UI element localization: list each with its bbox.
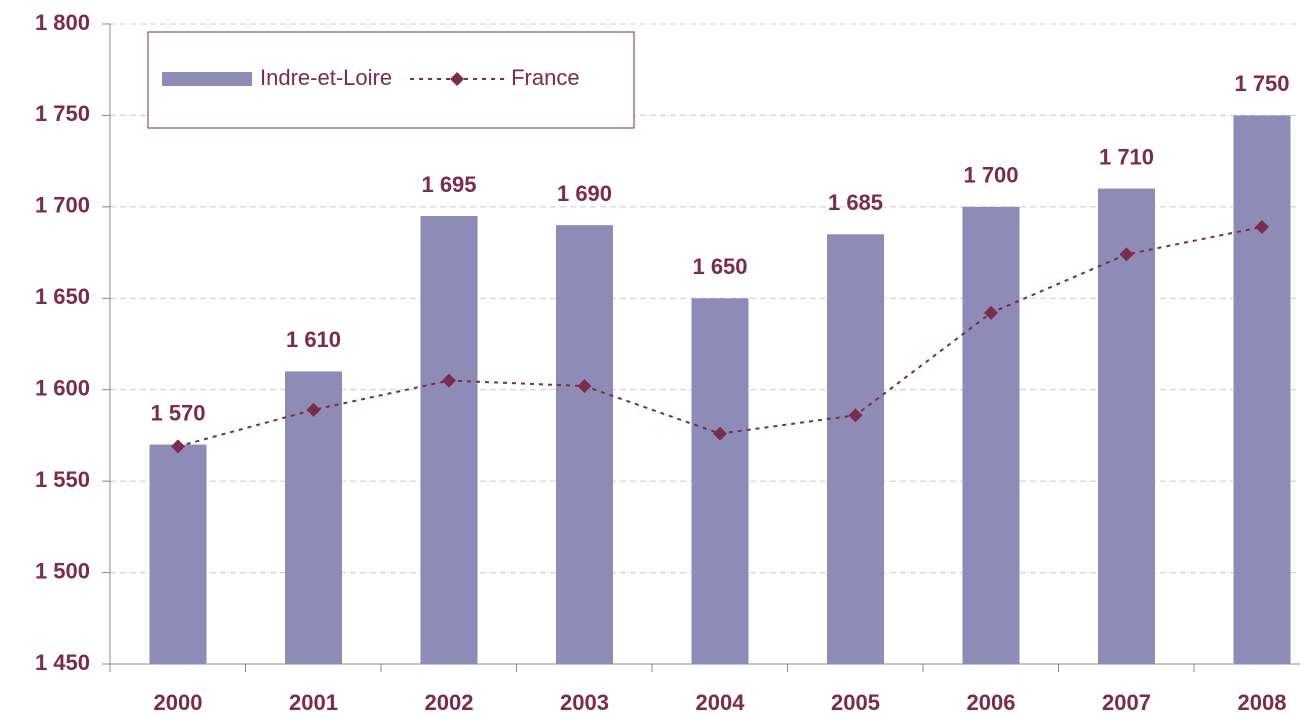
marker (306, 402, 321, 417)
y-tick-label: 1 650 (35, 284, 90, 309)
x-tick-label: 2003 (560, 690, 609, 715)
bar (691, 298, 749, 664)
y-tick-label: 1 700 (35, 193, 90, 218)
marker (1119, 247, 1134, 262)
x-tick-label: 2006 (967, 690, 1016, 715)
y-tick-label: 1 500 (35, 558, 90, 583)
data-label: 1 570 (150, 400, 205, 425)
x-tick-label: 2001 (289, 690, 338, 715)
marker (171, 439, 185, 454)
bar (420, 216, 478, 664)
y-tick-label: 1 550 (35, 467, 90, 492)
marker (848, 408, 863, 423)
bar (1233, 115, 1291, 664)
bar (149, 444, 207, 664)
x-tick-label: 2002 (425, 690, 474, 715)
bar (285, 371, 342, 664)
legend-label: France (511, 65, 579, 90)
data-label: 1 610 (286, 327, 341, 352)
legend-marker (450, 72, 465, 86)
data-label: 1 695 (421, 172, 476, 197)
marker (577, 379, 592, 394)
bar (962, 206, 1020, 664)
y-tick-label: 1 450 (35, 650, 90, 675)
bar (827, 234, 884, 665)
data-label: 1 690 (557, 181, 612, 206)
y-tick-label: 1 800 (35, 10, 90, 35)
data-label: 1 750 (1234, 71, 1289, 96)
x-tick-label: 2007 (1102, 690, 1151, 715)
y-tick-label: 1 750 (35, 101, 90, 126)
x-tick-label: 2008 (1238, 690, 1287, 715)
marker (1255, 219, 1269, 234)
data-label: 1 685 (828, 190, 883, 215)
x-tick-label: 2004 (696, 690, 746, 715)
bar (1098, 188, 1155, 665)
x-tick-label: 2000 (154, 690, 203, 715)
data-label: 1 710 (1099, 144, 1154, 169)
marker (713, 426, 727, 441)
legend-swatch (162, 72, 252, 86)
x-tick-label: 2005 (831, 690, 880, 715)
marker (984, 305, 998, 320)
data-label: 1 700 (963, 163, 1018, 188)
data-label: 1 650 (692, 254, 747, 279)
legend-label: Indre-et-Loire (260, 65, 392, 90)
marker (442, 373, 456, 388)
y-tick-label: 1 600 (35, 376, 90, 401)
bar (556, 225, 613, 664)
